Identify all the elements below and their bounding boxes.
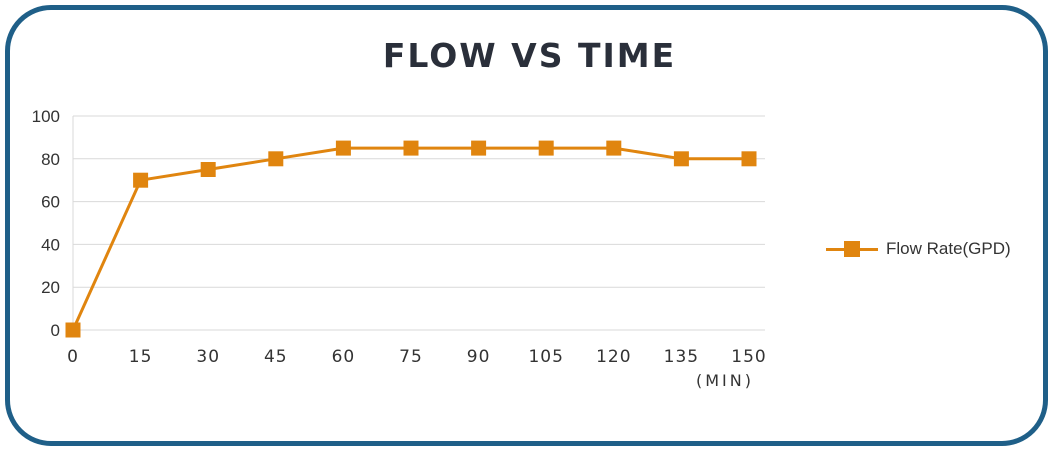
- legend-swatch: [826, 238, 878, 260]
- x-tick-label: 135: [664, 347, 699, 367]
- x-tick-label: 30: [196, 347, 220, 367]
- x-tick-label: 150: [731, 347, 766, 367]
- data-point: [741, 151, 757, 167]
- x-unit-label: (MIN): [696, 371, 754, 390]
- data-point: [471, 140, 487, 156]
- data-point: [673, 151, 689, 167]
- x-tick-label: 75: [399, 347, 423, 367]
- legend-marker: [844, 241, 860, 257]
- x-tick-label: 105: [528, 347, 563, 367]
- series-line: [71, 146, 749, 331]
- y-tick-label: 40: [41, 235, 60, 254]
- y-tick-label: 60: [41, 193, 60, 212]
- x-tick-label: 60: [332, 347, 356, 367]
- chart-title: FLOW VS TIME: [382, 36, 677, 75]
- y-tick-label: 80: [41, 150, 60, 169]
- data-point: [268, 151, 284, 167]
- data-point: [200, 162, 216, 177]
- data-point: [538, 140, 554, 156]
- chart-frame: [5, 5, 1048, 446]
- x-tick-label: 120: [596, 347, 631, 367]
- data-point: [403, 140, 419, 156]
- data-point: [606, 140, 622, 156]
- legend: Flow Rate(GPD): [826, 238, 1011, 260]
- y-tick-label: 100: [32, 107, 60, 126]
- y-tick-label: 0: [51, 321, 60, 340]
- y-tick-label: 20: [41, 278, 60, 297]
- x-tick-label: 0: [67, 347, 79, 367]
- x-tick-label: 90: [467, 347, 491, 367]
- data-point: [133, 172, 149, 188]
- x-tick-label: 15: [129, 347, 153, 367]
- x-tick-label: 45: [264, 347, 288, 367]
- data-point: [335, 140, 351, 156]
- data-point: [65, 322, 81, 338]
- legend-label: Flow Rate(GPD): [886, 239, 1011, 258]
